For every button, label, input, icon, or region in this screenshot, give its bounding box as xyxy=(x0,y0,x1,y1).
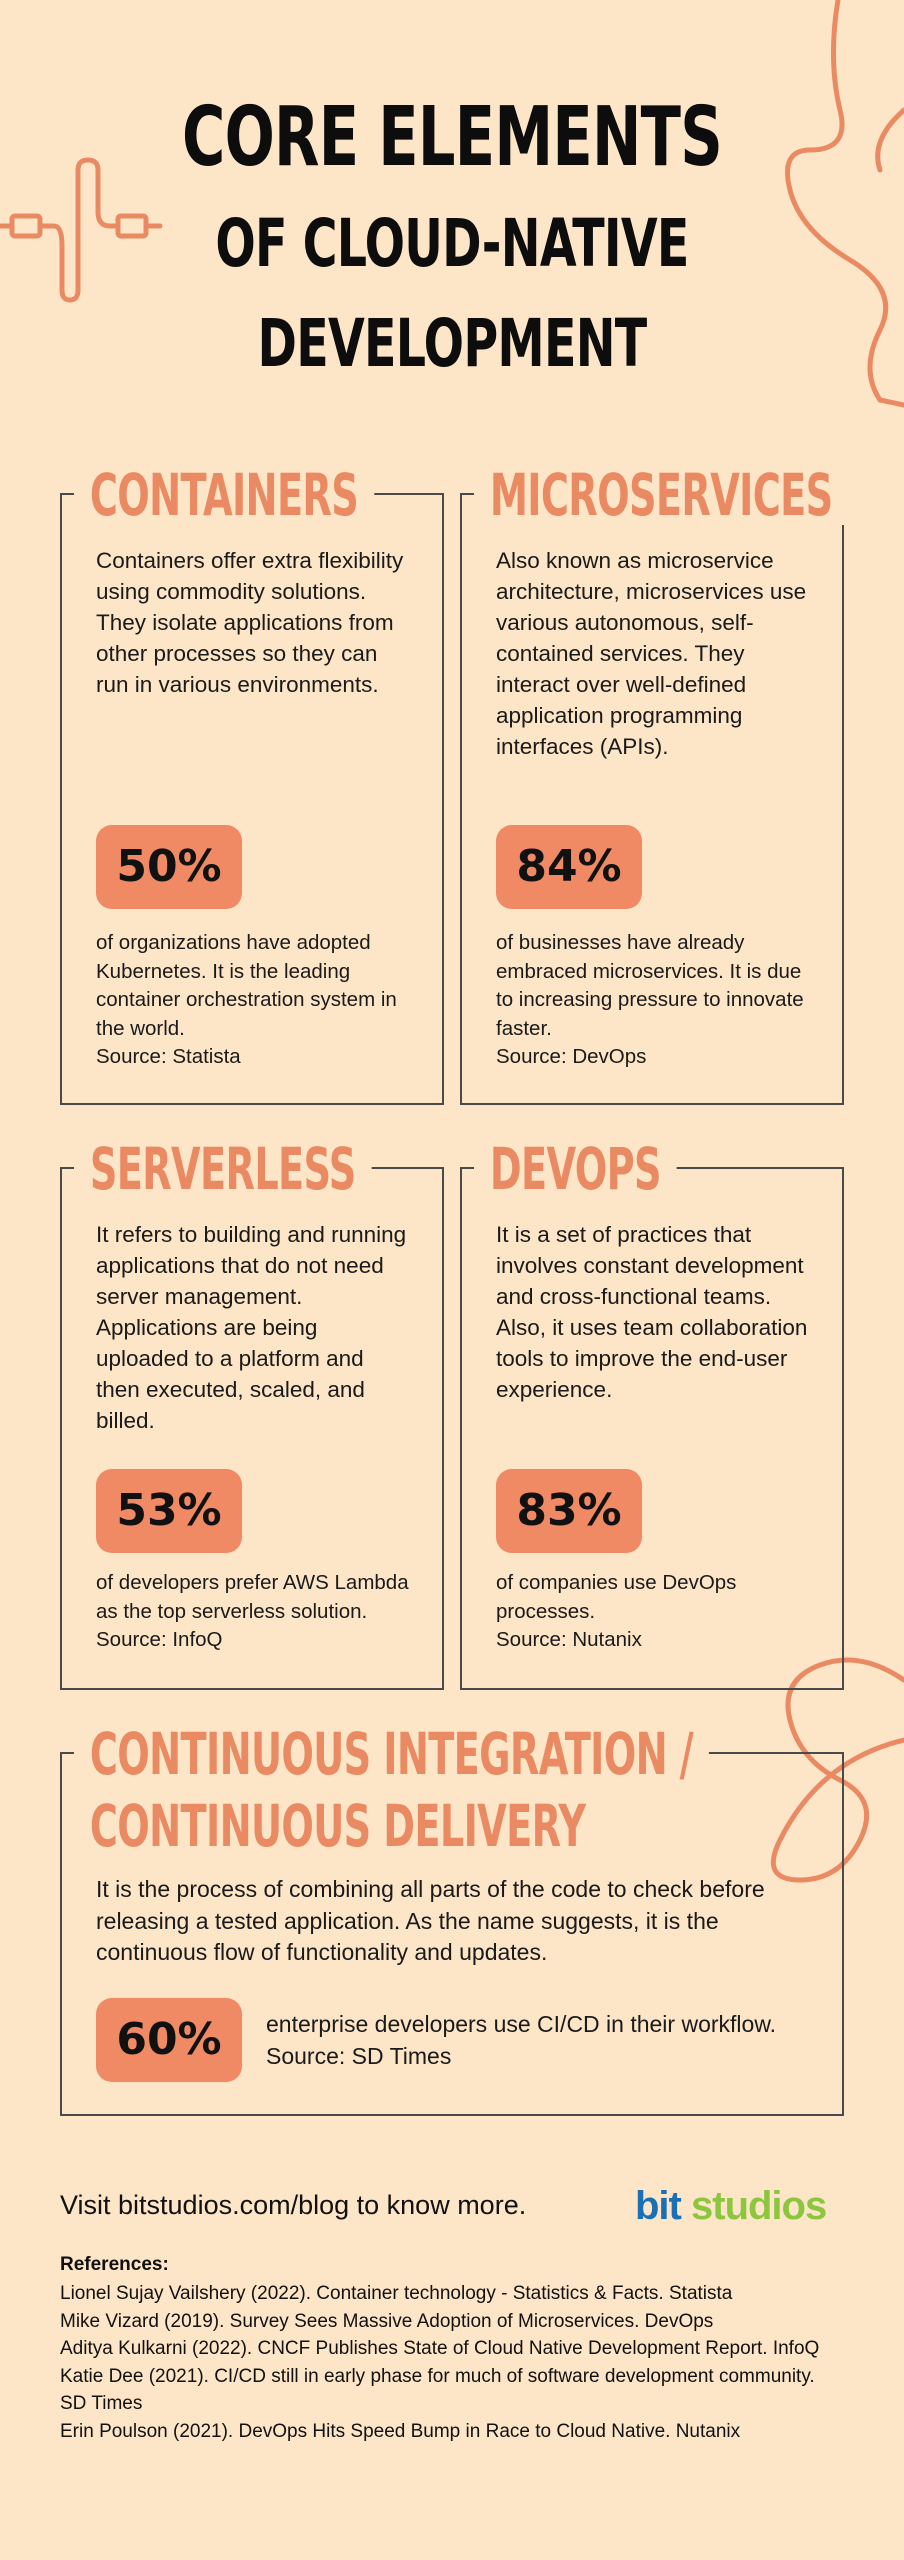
bit-studios-logo: bit studios xyxy=(635,2184,827,2229)
stat-block: of businesses have already embraced micr… xyxy=(496,929,812,1072)
card-description: It refers to building and running applic… xyxy=(96,1222,407,1433)
stat-badge: 83% xyxy=(496,1469,642,1553)
page-title-line3: DEVELOPMENT xyxy=(257,305,648,382)
stat-badge: 53% xyxy=(96,1469,242,1553)
card-heading: DEVOPS xyxy=(474,1139,677,1199)
card-heading-line1: CONTINUOUS INTEGRATION / xyxy=(74,1724,709,1784)
card-description: It is the process of combining all parts… xyxy=(96,1876,765,1965)
stat-source: Source: SD Times xyxy=(266,2043,452,2069)
references-heading: References: xyxy=(60,2254,169,2275)
stat-block: enterprise developers use CI/CD in their… xyxy=(266,2008,812,2072)
page-title-line1: CORE ELEMENTS xyxy=(181,90,723,185)
stat-badge: 84% xyxy=(496,825,642,909)
card-heading: SERVERLESS xyxy=(74,1139,372,1199)
logo-bit: bit xyxy=(635,2184,682,2228)
card-heading-line2: CONTINUOUS DELIVERY xyxy=(89,1792,586,1860)
stat-description: of businesses have already embraced micr… xyxy=(496,931,804,1040)
reference-item: Erin Poulson (2021). DevOps Hits Speed B… xyxy=(60,2420,741,2442)
logo-studios: studios xyxy=(691,2184,827,2228)
stat-description: of developers prefer AWS Lambda as the t… xyxy=(96,1571,409,1651)
card-description: It is a set of practices that involves c… xyxy=(496,1222,808,1402)
stat-source: Source: DevOps xyxy=(496,1045,647,1068)
card-description: Also known as microservice architecture,… xyxy=(496,548,807,759)
stat-description: of organizations have adopted Kubernetes… xyxy=(96,931,397,1040)
card-heading: CONTAINERS xyxy=(74,465,375,525)
stat-badge: 50% xyxy=(96,825,242,909)
stat-badge: 60% xyxy=(96,1998,242,2082)
stat-block: of companies use DevOps processes. Sourc… xyxy=(496,1569,812,1655)
stat-source: Source: Nutanix xyxy=(496,1628,642,1651)
page-title-line2: OF CLOUD-NATIVE xyxy=(215,205,689,282)
card-containers: CONTAINERS Containers offer extra flexib… xyxy=(60,465,444,1105)
visit-blog-text: Visit bitstudios.com/blog to know more. xyxy=(60,2190,527,2220)
reference-item: Katie Dee (2021). CI/CD still in early p… xyxy=(60,2365,815,2415)
card-serverless: SERVERLESS It refers to building and run… xyxy=(60,1139,444,1690)
reference-item: Mike Vizard (2019). Survey Sees Massive … xyxy=(60,2310,714,2332)
reference-item: Aditya Kulkarni (2022). CNCF Publishes S… xyxy=(60,2338,820,2359)
card-cicd: CONTINUOUS INTEGRATION / CONTINUOUS DELI… xyxy=(60,1724,844,2116)
card-microservices: MICROSERVICES Also known as microservice… xyxy=(460,465,849,1105)
stat-description: enterprise developers use CI/CD in their… xyxy=(266,2011,777,2037)
card-heading: MICROSERVICES xyxy=(474,465,849,525)
card-description: Containers offer extra flexibility using… xyxy=(96,548,404,697)
loop-curve-top-right xyxy=(785,0,904,408)
stat-source: Source: Statista xyxy=(96,1045,241,1068)
card-devops: DEVOPS It is a set of practices that inv… xyxy=(460,1139,844,1690)
references-list: Lionel Sujay Vailshery (2022). Container… xyxy=(60,2280,840,2445)
stat-block: of organizations have adopted Kubernetes… xyxy=(96,929,412,1072)
stat-block: of developers prefer AWS Lambda as the t… xyxy=(96,1569,412,1655)
reference-item: Lionel Sujay Vailshery (2022). Container… xyxy=(60,2283,733,2304)
stat-description: of companies use DevOps processes. xyxy=(496,1571,737,1623)
